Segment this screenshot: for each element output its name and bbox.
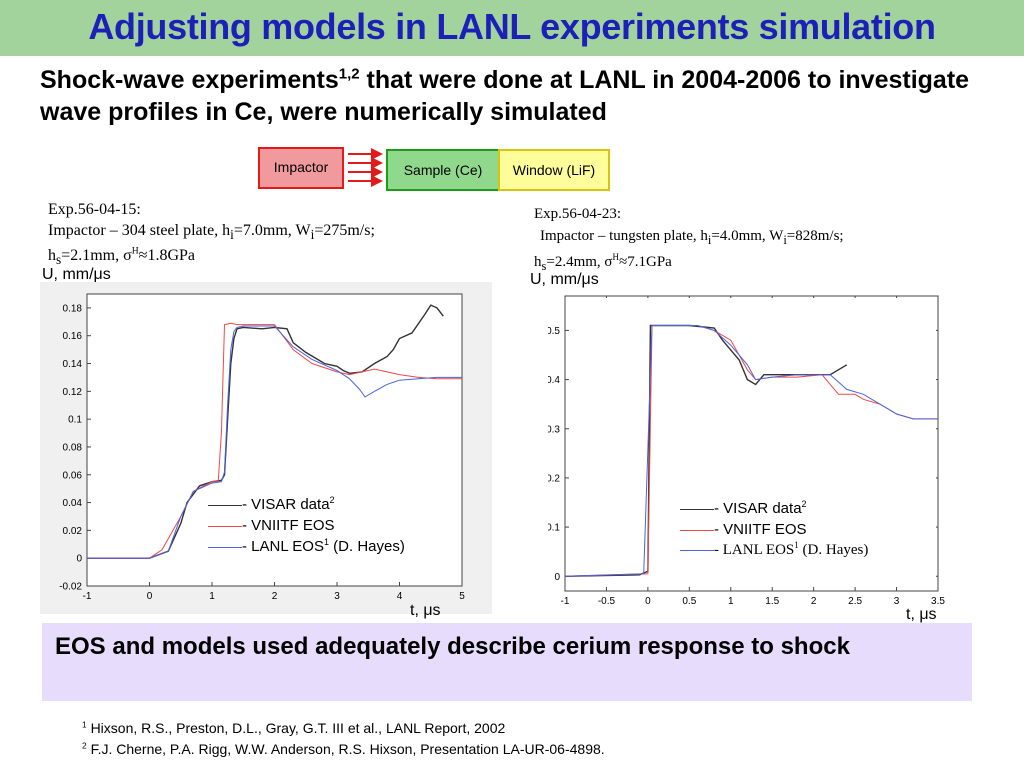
legend1-vniitf: - VNIITF EOS <box>208 515 405 536</box>
series-visar <box>87 304 444 559</box>
x-tick-label: 1.5 <box>765 596 779 607</box>
x-tick-label: 5 <box>459 591 465 602</box>
y-tick-label: 0.12 <box>63 387 83 398</box>
x-tick-label: 3.5 <box>931 596 945 607</box>
exp1-name: Exp.56-04-15: <box>48 201 141 218</box>
sample-box: Sample (Ce) <box>386 149 500 191</box>
y-tick-label: 0 <box>76 554 82 565</box>
slide-title: Adjusting models in LANL experiments sim… <box>88 6 936 47</box>
exp1-notes: Exp.56-04-15: Impactor – 304 steel plate… <box>48 199 375 270</box>
x-tick-label: 4 <box>397 591 403 602</box>
exp2-impactor-line: Impactor – tungsten plate, hi=4.0mm, Wi=… <box>540 228 844 247</box>
subtitle-post: that were done at LANL in 2004-2006 to i… <box>40 66 970 126</box>
y-tick-label: 0.18 <box>63 303 83 314</box>
y-tick-label: 0.1 <box>548 523 560 534</box>
y-tick-label: 0.4 <box>548 375 560 386</box>
y-tick-label: 0.2 <box>548 473 560 484</box>
x-tick-label: 1 <box>728 596 734 607</box>
legend-1: - VISAR data2 - VNIITF EOS - LANL EOS1 (… <box>208 494 405 557</box>
conclusion-text: EOS and models used adequately describe … <box>55 633 850 660</box>
x-tick-label: -1 <box>83 591 92 602</box>
y-tick-label: 0.08 <box>63 442 83 453</box>
y-tick-label: 0.14 <box>63 359 83 370</box>
reference-2: 2 F.J. Cherne, P.A. Rigg, W.W. Anderson,… <box>82 740 605 757</box>
legend2-lanl: - LANL EOS1 (D. Hayes) <box>680 540 868 561</box>
y-tick-label: 0.06 <box>63 470 83 481</box>
reference-1: 1 Hixson, R.S., Preston, D.L., Gray, G.T… <box>82 719 506 736</box>
x-tick-label: 1 <box>209 591 215 602</box>
plot-area <box>564 295 939 592</box>
series-lanl <box>87 325 462 559</box>
legend-2: - VISAR data2 - VNIITF EOS - LANL EOS1 (… <box>680 498 868 561</box>
y-tick-label: 0.16 <box>63 331 83 342</box>
x-tick-label: 2 <box>272 591 278 602</box>
plot1-y-unit: U, mm/μs <box>42 266 111 283</box>
x-tick-label: -0.5 <box>598 596 616 607</box>
exp2-name: Exp.56-04-23: <box>534 206 622 222</box>
conclusion-box <box>42 623 972 701</box>
x-tick-label: 0 <box>147 591 153 602</box>
exp1-sample-line: hs=2.1mm, σH≈1.8GPa <box>48 245 196 268</box>
chart-1: -1 0 1 2 3 4 5 -0.02 0 0.02 0.04 0.06 0.08 0.1 0.12 0.1… <box>59 293 465 602</box>
y-tick-label: 0.02 <box>63 526 83 537</box>
x-tick-label: 2 <box>811 596 817 607</box>
plot1-x-unit: t, μs <box>410 602 441 619</box>
x-tick-label: 3 <box>894 596 900 607</box>
impactor-box: Impactor <box>258 147 344 189</box>
window-box: Window (LiF) <box>498 149 610 191</box>
x-tick-label: 0 <box>645 596 651 607</box>
plot2-y-unit: U, mm/μs <box>530 271 599 288</box>
y-tick-label: 0.3 <box>548 424 560 435</box>
y-tick-label: 0.1 <box>68 415 82 426</box>
x-tick-label: -1 <box>561 596 570 607</box>
references: 1 Hixson, R.S., Preston, D.L., Gray, G.T… <box>82 718 605 760</box>
legend2-visar: - VISAR data2 <box>680 498 868 519</box>
subtitle: Shock-wave experiments1,2 that were done… <box>40 64 1000 128</box>
legend2-vniitf: - VNIITF EOS <box>680 519 868 540</box>
subtitle-pre: Shock-wave experiments <box>40 66 339 94</box>
y-tick-label: 0.04 <box>63 498 83 509</box>
plot2-x-unit: t, μs <box>906 606 937 623</box>
series-lanl <box>564 325 938 577</box>
exp1-impactor-line: Impactor – 304 steel plate, hi=7.0mm, Wi… <box>48 222 375 243</box>
subtitle-sup: 1,2 <box>338 65 360 83</box>
y-tick-label: 0 <box>554 572 560 583</box>
title-bar <box>0 0 1024 56</box>
legend1-visar: - VISAR data2 <box>208 494 405 515</box>
y-tick-label: 0.5 <box>548 326 560 337</box>
x-tick-label: 0.5 <box>682 596 696 607</box>
plot-area <box>86 293 463 587</box>
exp2-notes: Exp.56-04-23: Impactor – tungsten plate,… <box>534 203 844 277</box>
y-tick-label: -0.02 <box>59 582 82 593</box>
x-tick-label: 3 <box>334 591 340 602</box>
x-tick-label: 2.5 <box>848 596 862 607</box>
legend1-lanl: - LANL EOS1 (D. Hayes) <box>208 536 405 557</box>
exp2-sample-line: hs=2.4mm, σH≈7.1GPa <box>534 252 672 274</box>
chart-2: -1 -0.5 0 0.5 1 1.5 2 2.5 3 3.5 0 0.1 0.2 0.3 0.4 0.5 <box>548 295 945 607</box>
impact-arrows <box>348 148 383 187</box>
